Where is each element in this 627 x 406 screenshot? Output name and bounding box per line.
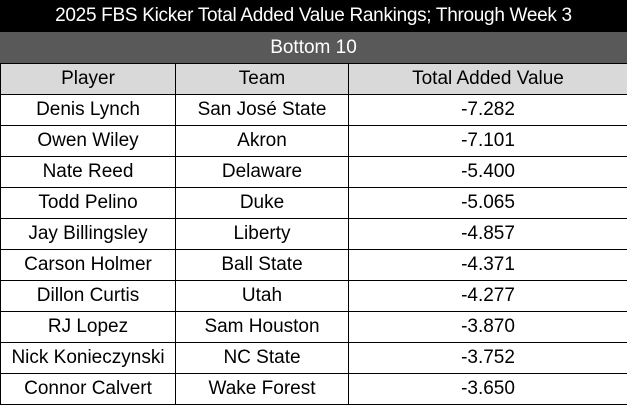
table-row: Denis Lynch San José State -7.282 (0, 94, 627, 126)
table-row: Owen Wiley Akron -7.101 (0, 125, 627, 157)
column-header-player: Player (0, 63, 176, 95)
player-cell: RJ Lopez (0, 311, 176, 343)
team-cell: Akron (175, 125, 349, 157)
team-cell: San José State (175, 94, 349, 126)
column-header-total-added-value: Total Added Value (348, 63, 627, 95)
team-cell: NC State (175, 342, 349, 374)
value-cell: -4.857 (348, 218, 627, 250)
value-cell: -7.101 (348, 125, 627, 157)
table-row: Nick Konieczynski NC State -3.752 (0, 342, 627, 374)
table-row: Carson Holmer Ball State -4.371 (0, 249, 627, 281)
player-cell: Nick Konieczynski (0, 342, 176, 374)
header-row: Player Team Total Added Value (0, 63, 627, 95)
table-row: Todd Pelino Duke -5.065 (0, 187, 627, 219)
rankings-table: Player Team Total Added Value Denis Lync… (0, 63, 627, 405)
table-row: Connor Calvert Wake Forest -3.650 (0, 373, 627, 405)
value-cell: -5.400 (348, 156, 627, 188)
player-cell: Denis Lynch (0, 94, 176, 126)
team-cell: Utah (175, 280, 349, 312)
table-row: Jay Billingsley Liberty -4.857 (0, 218, 627, 250)
value-cell: -7.282 (348, 94, 627, 126)
team-cell: Duke (175, 187, 349, 219)
player-cell: Nate Reed (0, 156, 176, 188)
table-row: RJ Lopez Sam Houston -3.870 (0, 311, 627, 343)
player-cell: Jay Billingsley (0, 218, 176, 250)
value-cell: -3.752 (348, 342, 627, 374)
player-cell: Owen Wiley (0, 125, 176, 157)
team-cell: Liberty (175, 218, 349, 250)
table-row: Nate Reed Delaware -5.400 (0, 156, 627, 188)
table-title: 2025 FBS Kicker Total Added Value Rankin… (0, 0, 627, 32)
table-row: Dillon Curtis Utah -4.277 (0, 280, 627, 312)
team-cell: Wake Forest (175, 373, 349, 405)
player-cell: Dillon Curtis (0, 280, 176, 312)
value-cell: -5.065 (348, 187, 627, 219)
column-header-team: Team (175, 63, 349, 95)
value-cell: -3.650 (348, 373, 627, 405)
team-cell: Ball State (175, 249, 349, 281)
table-subtitle: Bottom 10 (0, 32, 627, 63)
value-cell: -4.371 (348, 249, 627, 281)
player-cell: Connor Calvert (0, 373, 176, 405)
value-cell: -4.277 (348, 280, 627, 312)
player-cell: Carson Holmer (0, 249, 176, 281)
team-cell: Sam Houston (175, 311, 349, 343)
value-cell: -3.870 (348, 311, 627, 343)
team-cell: Delaware (175, 156, 349, 188)
player-cell: Todd Pelino (0, 187, 176, 219)
